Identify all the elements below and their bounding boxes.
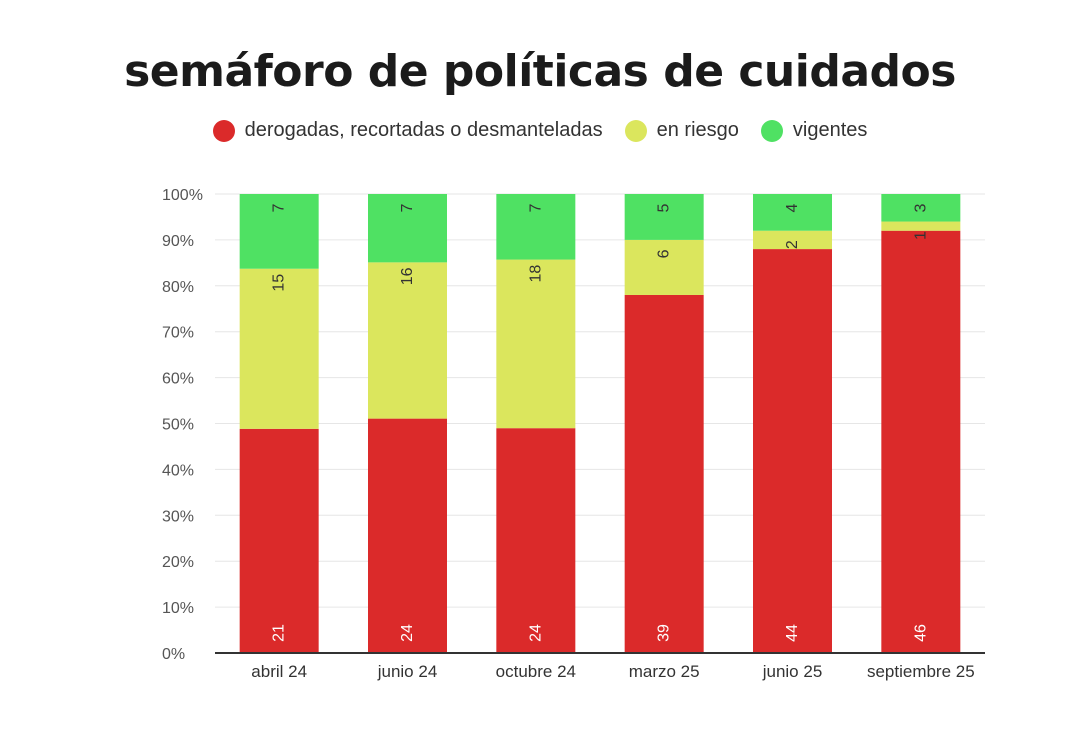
bar-segment (624, 194, 704, 240)
data-label: 24 (527, 624, 544, 642)
y-tick-label: 100% (162, 187, 203, 204)
data-label: 46 (912, 624, 929, 642)
bar-segment (496, 428, 576, 653)
chart-title: semáforo de políticas de cuidados (124, 46, 956, 97)
legend-item-2: vigentes (760, 119, 868, 142)
bar-segment (753, 194, 832, 231)
data-label: 39 (656, 624, 673, 642)
data-label: 24 (399, 624, 416, 642)
data-label: 6 (656, 249, 673, 258)
bar-segment (881, 221, 961, 231)
data-label: 4 (784, 203, 801, 212)
y-tick-label: 30% (162, 508, 194, 525)
data-label: 7 (527, 203, 544, 212)
x-tick-label: septiembre 25 (867, 662, 975, 681)
x-tick-label: junio 25 (762, 662, 823, 681)
y-tick-label: 70% (162, 325, 194, 342)
legend-item-0: derogadas, recortadas o desmanteladas (212, 119, 603, 142)
data-label: 7 (271, 203, 288, 212)
data-label: 44 (784, 624, 801, 642)
bar-segment (368, 194, 447, 263)
data-label: 16 (399, 267, 416, 285)
y-tick-label: 60% (162, 371, 194, 388)
legend-label: vigentes (792, 119, 868, 141)
y-tick-label: 50% (162, 417, 194, 434)
bar-segment (881, 230, 961, 653)
bar-segment (368, 418, 447, 653)
bar-segment (239, 194, 319, 269)
legend-swatch (212, 119, 235, 142)
legend-swatch (760, 119, 783, 142)
bar-segment (753, 249, 832, 653)
data-label: 7 (399, 203, 416, 212)
bar-segment (624, 239, 704, 295)
x-tick-label: octubre 24 (496, 662, 576, 681)
bar-segment (496, 259, 576, 429)
bar-segment (239, 268, 319, 429)
y-tick-label: 10% (162, 600, 194, 617)
legend: derogadas, recortadas o desmanteladas en … (0, 119, 1080, 142)
data-label: 3 (912, 203, 929, 212)
data-label: 15 (271, 274, 288, 292)
y-tick-label: 40% (162, 462, 194, 479)
bar-segment (368, 262, 447, 419)
y-tick-label: 80% (162, 279, 194, 296)
data-label: 1 (912, 231, 929, 240)
legend-label: derogadas, recortadas o desmanteladas (244, 119, 603, 141)
bar-segment (881, 194, 961, 222)
x-tick-label: abril 24 (251, 662, 307, 681)
legend-item-1: en riesgo (624, 119, 739, 142)
legend-swatch (624, 119, 647, 142)
bar-segment (753, 230, 832, 250)
x-tick-label: junio 24 (377, 662, 438, 681)
y-tick-label: 20% (162, 554, 194, 571)
y-tick-label: 0% (162, 646, 185, 663)
bar-segment (624, 294, 704, 653)
data-label: 18 (527, 265, 544, 283)
y-tick-label: 90% (162, 233, 194, 250)
bar-segment (496, 194, 576, 260)
data-label: 2 (784, 240, 801, 249)
legend-label: en riesgo (656, 119, 739, 141)
x-tick-label: marzo 25 (629, 662, 700, 681)
bar-segment (239, 428, 319, 653)
data-label: 21 (271, 624, 288, 642)
data-label: 5 (656, 203, 673, 212)
